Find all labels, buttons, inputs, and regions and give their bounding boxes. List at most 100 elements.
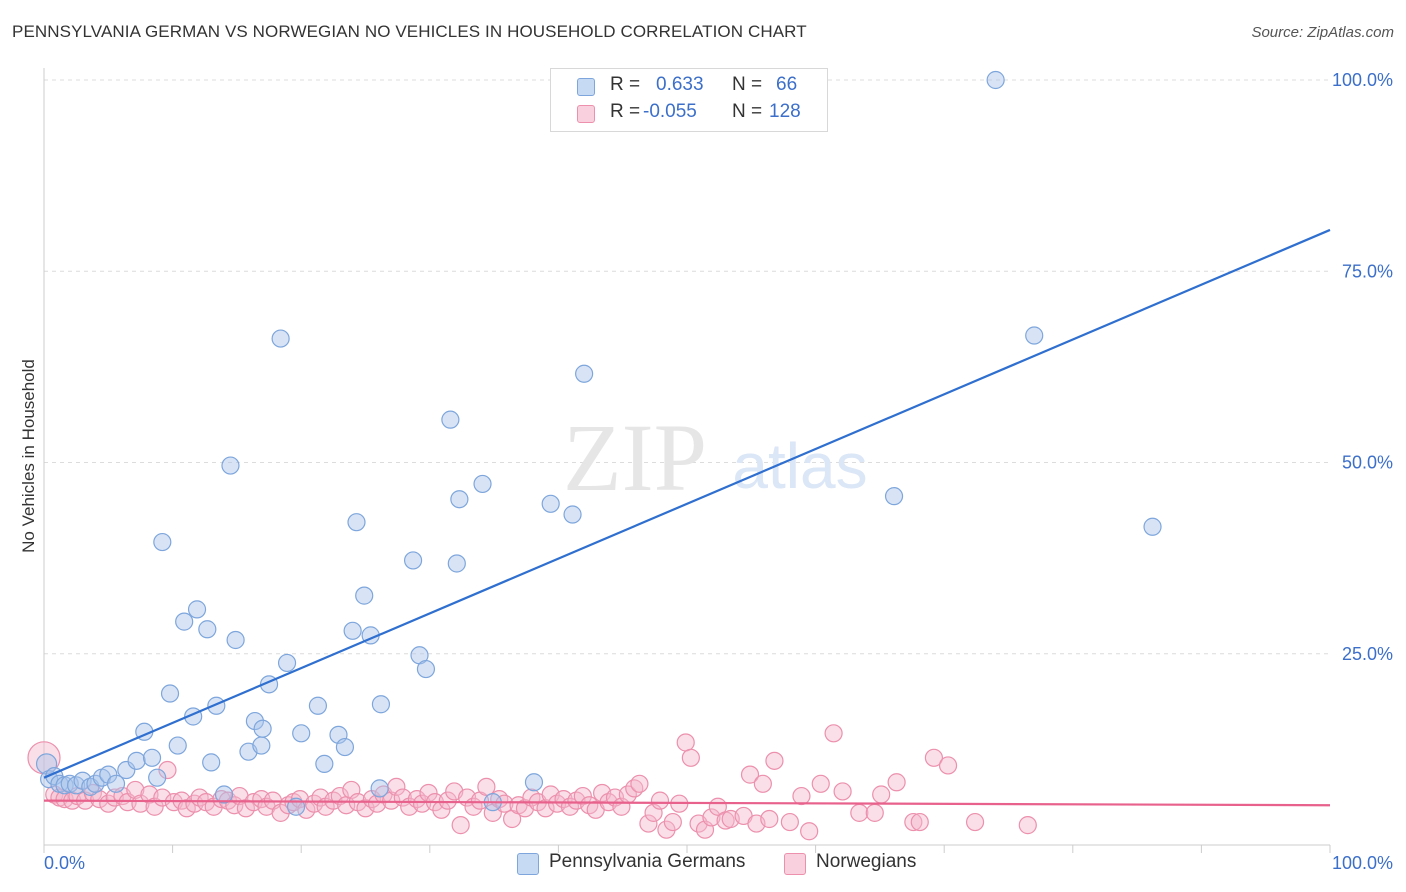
watermark: ZIP atlas: [563, 404, 868, 511]
point-norwegian: [438, 791, 457, 810]
point-pennsylvania-german: [40, 770, 59, 789]
point-norwegian: [872, 785, 891, 804]
point-pennsylvania-german: [221, 456, 240, 475]
point-pennsylvania-german: [175, 612, 194, 631]
point-pennsylvania-german: [99, 765, 118, 784]
point-norwegian: [965, 812, 985, 832]
tick-labels: 25.0% 50.0% 75.0% 100.0% 0.0% 100.0%: [44, 70, 1393, 873]
correlation-legend: R = 0.633 N = 66 R = -0.055 N = 128: [550, 68, 828, 132]
point-norwegian: [833, 782, 852, 801]
legend-r-value: -0.055: [643, 101, 697, 122]
point-pennsylvania-german: [1025, 326, 1044, 345]
point-norwegian: [676, 733, 695, 752]
point-pennsylvania-german: [277, 653, 297, 673]
point-norwegian: [630, 774, 649, 793]
point-norwegian: [382, 791, 401, 810]
point-pennsylvania-german: [153, 532, 172, 552]
point-norwegian: [650, 791, 670, 810]
point-norwegian: [910, 812, 929, 832]
watermark-zip: ZIP: [563, 404, 707, 511]
point-pennsylvania-german: [450, 490, 469, 509]
point-pennsylvania-german: [117, 760, 136, 780]
point-pennsylvania-german: [447, 554, 466, 573]
point-pennsylvania-german: [403, 551, 423, 570]
y-tick-label: 75.0%: [1342, 261, 1393, 281]
legend-n-value: 128: [769, 101, 801, 122]
point-pennsylvania-german: [473, 474, 492, 494]
point-pennsylvania-german: [563, 505, 582, 524]
point-norwegian: [850, 803, 869, 822]
legend-r-value: 0.633: [656, 74, 704, 95]
point-norwegian: [824, 724, 843, 743]
grid-layer: [44, 79, 1330, 655]
legend-n-value: 66: [776, 74, 798, 95]
point-pennsylvania-german: [160, 684, 180, 703]
point-norwegian: [924, 748, 944, 767]
y-tick-label: 50.0%: [1342, 453, 1393, 473]
point-pennsylvania-german: [271, 329, 290, 348]
point-norwegian: [573, 786, 592, 806]
source-credit: Source: ZipAtlas.com: [1251, 24, 1394, 41]
y-tick-label: 25.0%: [1342, 644, 1393, 664]
point-pennsylvania-german: [142, 748, 162, 767]
point-norwegian: [90, 789, 109, 809]
point-pennsylvania-german: [1143, 517, 1162, 536]
point-norwegian: [330, 786, 349, 806]
point-norwegian: [938, 756, 958, 775]
point-pennsylvania-german: [308, 696, 328, 715]
point-norwegian: [740, 765, 760, 784]
point-norwegian: [126, 780, 145, 800]
point-pennsylvania-german: [370, 779, 389, 798]
point-pennsylvania-german: [198, 620, 217, 639]
point-norwegian: [792, 786, 811, 806]
legend-label: Norwegians: [816, 851, 917, 872]
point-norwegian: [639, 814, 658, 833]
legend-swatch-pink: [784, 853, 806, 875]
point-norwegian: [702, 808, 721, 827]
point-pennsylvania-german: [67, 776, 86, 795]
point-pennsylvania-german: [168, 736, 187, 755]
point-pennsylvania-german: [441, 410, 460, 429]
point-norwegian: [271, 803, 290, 822]
point-pennsylvania-german: [253, 719, 272, 738]
point-pennsylvania-german: [347, 513, 366, 532]
point-pennsylvania-german: [355, 586, 374, 605]
point-norwegian: [904, 812, 923, 832]
point-norwegian: [780, 812, 799, 832]
point-pennsylvania-german: [575, 364, 594, 383]
trendline-pennsylvania-germans: [43, 228, 1331, 779]
point-norwegian: [765, 751, 784, 770]
point-norwegian: [800, 822, 819, 841]
legend-n-label: N =: [732, 101, 763, 122]
watermark-atlas: atlas: [732, 430, 867, 502]
point-norwegian: [356, 799, 375, 818]
point-pennsylvania-german: [226, 630, 245, 650]
point-pennsylvania-german: [524, 773, 544, 792]
point-norwegian: [495, 794, 514, 813]
trend-layer: [43, 228, 1331, 807]
point-norwegian: [681, 748, 700, 767]
point-pennsylvania-german: [127, 751, 146, 770]
point-pennsylvania-german: [245, 711, 265, 731]
point-pennsylvania-german: [416, 659, 436, 679]
point-norwegian: [158, 760, 177, 780]
point-norwegian: [367, 794, 387, 813]
point-norwegian: [887, 773, 906, 792]
point-norwegian: [536, 799, 555, 818]
legend-swatch-pink: [577, 105, 595, 123]
point-pennsylvania-german: [541, 494, 560, 513]
point-pennsylvania-german: [335, 737, 355, 757]
y-tick-label: 100.0%: [1332, 70, 1393, 90]
point-pennsylvania-german: [343, 621, 362, 640]
point-pennsylvania-german: [986, 70, 1005, 90]
legend-n-label: N =: [732, 74, 763, 95]
point-pennsylvania-german: [884, 487, 904, 506]
point-pennsylvania-german: [106, 774, 126, 793]
point-norwegian: [580, 796, 599, 815]
point-norwegian: [760, 809, 779, 829]
point-norwegian: [1018, 816, 1037, 835]
legend-r-label: R =: [610, 74, 641, 95]
point-pennsylvania-german: [252, 736, 271, 755]
point-norwegian: [451, 816, 470, 835]
